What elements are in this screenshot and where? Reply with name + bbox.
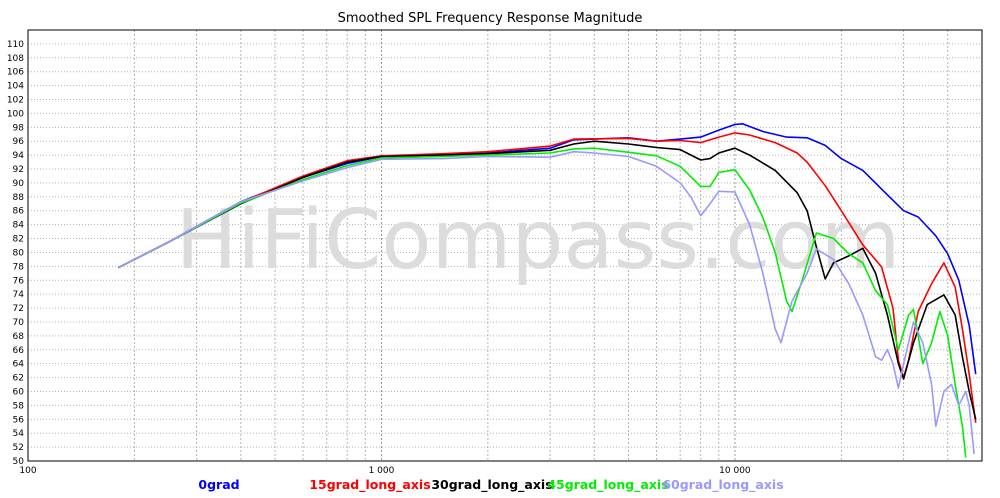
series-lines bbox=[117, 123, 977, 458]
x-tick-label: 100 bbox=[19, 466, 36, 476]
y-tick-label: 110 bbox=[7, 40, 24, 50]
y-tick-label: 96 bbox=[13, 137, 25, 147]
y-tick-label: 94 bbox=[13, 151, 25, 161]
y-tick-label: 70 bbox=[13, 318, 25, 328]
y-tick-label: 68 bbox=[13, 332, 25, 342]
y-tick-label: 92 bbox=[13, 165, 24, 175]
y-tick-label: 98 bbox=[13, 123, 25, 133]
x-tick-label: 1 000 bbox=[369, 466, 395, 476]
legend-entry-2: 30grad_long_axis bbox=[431, 477, 552, 493]
x-axis-ticks: 100 1 000 10 000 bbox=[19, 466, 751, 476]
y-tick-label: 64 bbox=[13, 360, 25, 370]
y-tick-label: 66 bbox=[13, 346, 25, 356]
y-tick-label: 102 bbox=[7, 96, 24, 106]
grid-lines bbox=[28, 29, 982, 462]
legend-entry-1: 15grad_long_axis bbox=[309, 477, 430, 493]
legend-entry-0: 0grad bbox=[198, 477, 239, 492]
y-tick-label: 100 bbox=[7, 109, 24, 119]
y-tick-label: 88 bbox=[13, 193, 25, 203]
y-tick-label: 84 bbox=[13, 221, 25, 231]
y-tick-label: 80 bbox=[13, 248, 25, 258]
y-tick-label: 86 bbox=[13, 207, 25, 217]
y-tick-label: 72 bbox=[13, 304, 24, 314]
x-tick-label: 10 000 bbox=[719, 466, 751, 476]
y-tick-label: 74 bbox=[13, 290, 25, 300]
watermark-text: HiFiCompass.com bbox=[176, 193, 901, 288]
y-axis-ticks: 50 52 54 56 58 60 62 64 66 68 70 72 74 76 78 80 82 84 86 88… bbox=[7, 40, 24, 467]
plot-frame bbox=[27, 29, 983, 462]
y-tick-label: 90 bbox=[13, 179, 25, 189]
legend-entry-3: 45grad_long_axis bbox=[547, 477, 668, 493]
y-tick-label: 78 bbox=[13, 262, 25, 272]
y-tick-label: 60 bbox=[13, 387, 25, 397]
y-tick-label: 52 bbox=[13, 443, 24, 453]
series-line-3 bbox=[117, 147, 967, 458]
y-tick-label: 58 bbox=[13, 401, 25, 411]
y-tick-label: 104 bbox=[7, 82, 24, 92]
legend: 0grad 15grad_long_axis 30grad_long_axis45g… bbox=[198, 477, 783, 493]
legend-entry-4: 60grad_long_axis bbox=[662, 477, 783, 493]
series-line-2 bbox=[117, 140, 977, 420]
chart-title: Smoothed SPL Frequency Response Magnitud… bbox=[338, 11, 643, 26]
y-tick-label: 62 bbox=[13, 374, 24, 384]
series-line-4 bbox=[117, 150, 975, 455]
series-line-1 bbox=[117, 132, 977, 423]
y-tick-label: 82 bbox=[13, 235, 24, 245]
y-tick-label: 50 bbox=[13, 457, 25, 467]
y-tick-label: 76 bbox=[13, 276, 25, 286]
y-tick-label: 108 bbox=[7, 54, 24, 64]
y-tick-label: 106 bbox=[7, 68, 24, 78]
y-tick-label: 54 bbox=[13, 429, 25, 439]
y-tick-label: 56 bbox=[13, 415, 25, 425]
